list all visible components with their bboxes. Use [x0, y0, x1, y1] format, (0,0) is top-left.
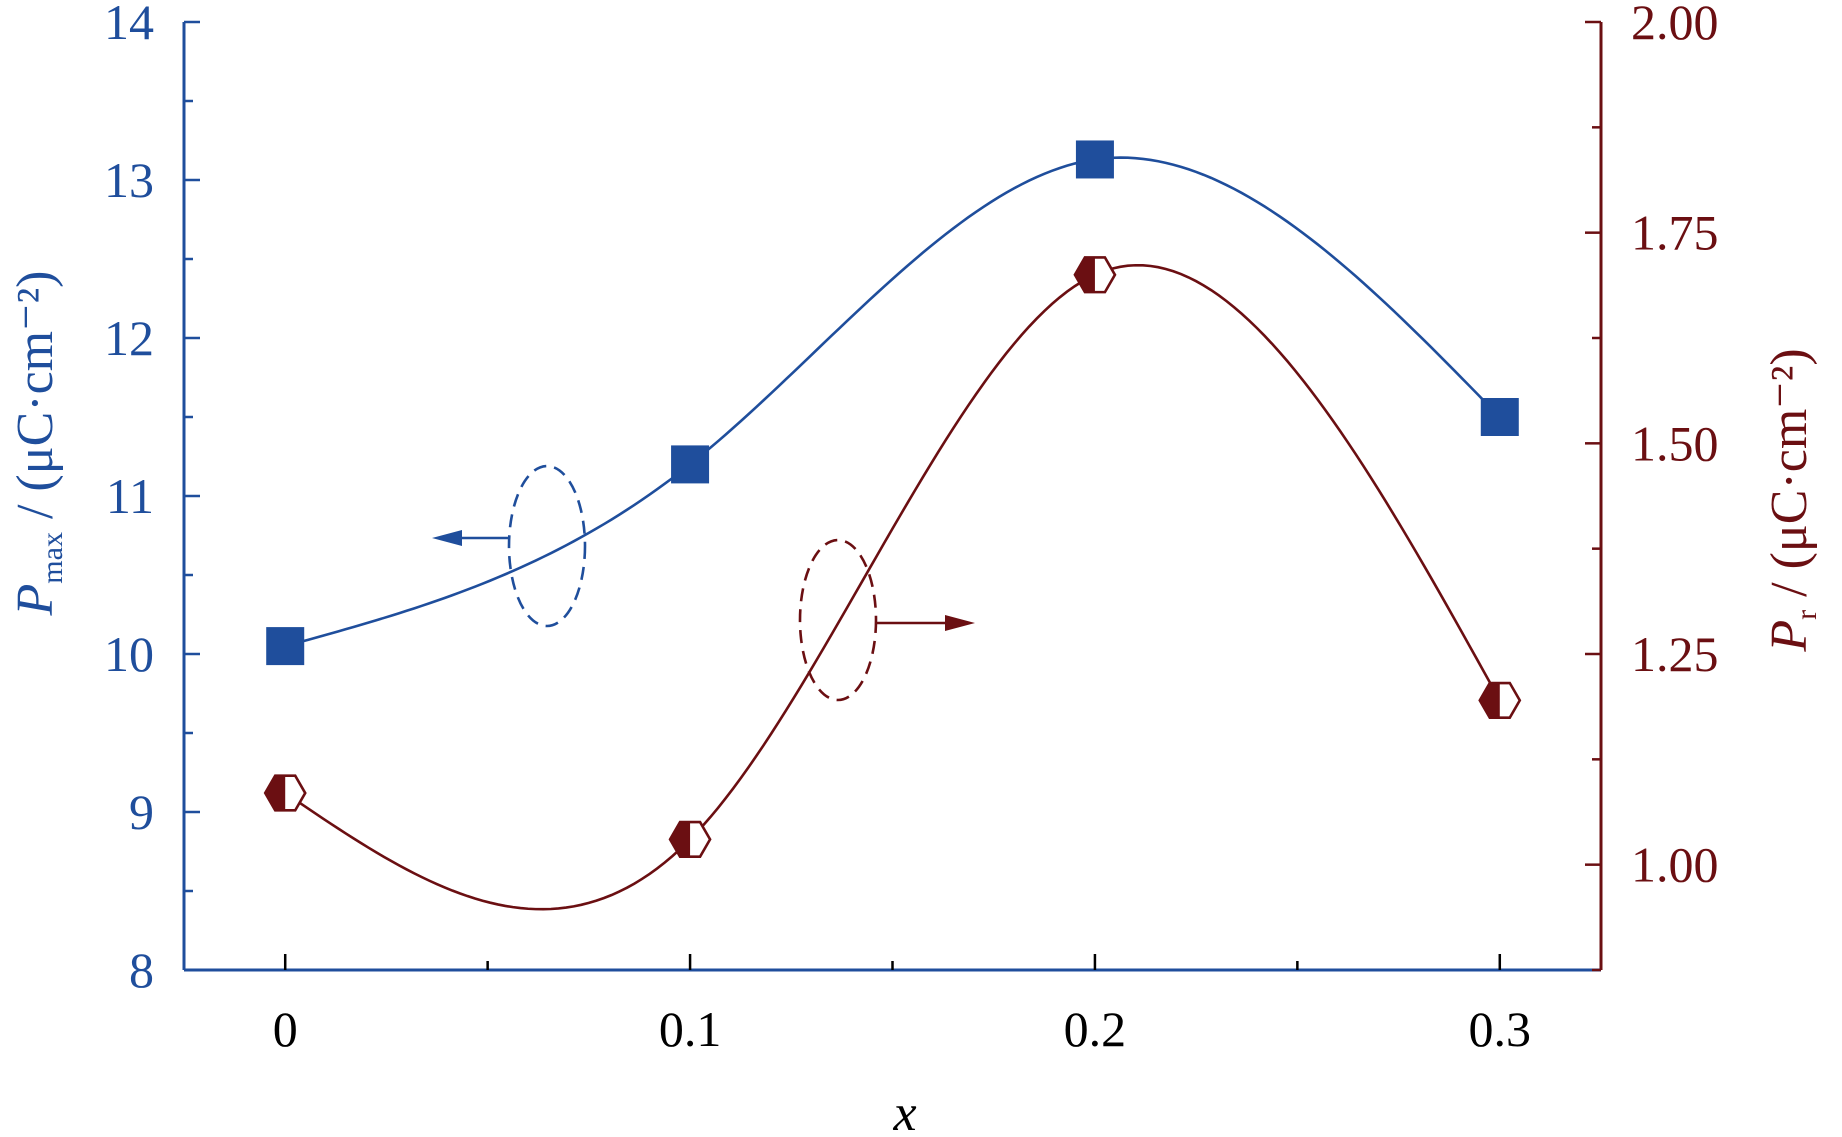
left-y-tick-label: 8	[129, 942, 154, 998]
pr-hexagon-marker-outline	[263, 774, 307, 812]
x-axis-title: x	[892, 1085, 916, 1137]
x-tick-label: 0.2	[1064, 1001, 1127, 1057]
pmax-curve	[284, 156, 1501, 648]
x-tick-label: 0.1	[659, 1001, 722, 1057]
right-y-tick-label: 2.00	[1631, 0, 1719, 50]
pr-hexagon-marker-outline	[1478, 681, 1522, 719]
data-markers	[263, 140, 1522, 859]
pmax-square-marker	[266, 627, 305, 666]
x-tick-label: 0	[273, 1001, 298, 1057]
pmax-square-marker	[1075, 140, 1114, 179]
right-y-tick-label: 1.75	[1631, 205, 1719, 261]
pr-hexagon-marker-outline	[1073, 256, 1117, 294]
pr-hexagon-marker-fill	[1479, 683, 1500, 718]
right-y-tick-label: 1.00	[1631, 837, 1719, 893]
tick-labels: 0 0.1 0.2 0.3 8 9 10 11 12 13 14 1.00 1.25 1.50 1.75 2.…	[104, 0, 1719, 1057]
axis-indicators	[432, 464, 975, 702]
left-y-tick-label: 12	[104, 310, 154, 366]
left-y-tick-label: 9	[129, 784, 154, 840]
pr-hexagon-marker-fill	[1074, 257, 1095, 293]
pr-hexagon-marker-outline	[668, 820, 712, 859]
x-tick-label: 0.3	[1469, 1001, 1532, 1057]
pr-curve	[284, 263, 1501, 911]
left-arrow-head-icon	[432, 530, 462, 546]
pmax-square-marker	[671, 445, 710, 484]
left-y-axis-title: Pmax / (μC·cm⁻²)	[7, 271, 69, 617]
left-y-tick-label: 14	[104, 0, 154, 50]
pmax-square-marker	[1480, 398, 1519, 436]
plot-frame	[182, 20, 1603, 972]
right-y-tick-label: 1.25	[1631, 626, 1719, 682]
left-axis-indicator-ellipse	[507, 464, 587, 628]
left-y-tick-label: 10	[104, 626, 154, 682]
fitted-curves	[284, 156, 1501, 911]
right-y-axis-title: Pr / (μC·cm⁻²)	[1761, 348, 1823, 652]
left-y-tick-label: 13	[104, 152, 154, 208]
right-arrow-head-icon	[945, 615, 975, 631]
left-y-tick-label: 11	[106, 468, 154, 524]
right-y-tick-label: 1.50	[1631, 415, 1719, 471]
right-axis-indicator-ellipse	[798, 538, 878, 702]
